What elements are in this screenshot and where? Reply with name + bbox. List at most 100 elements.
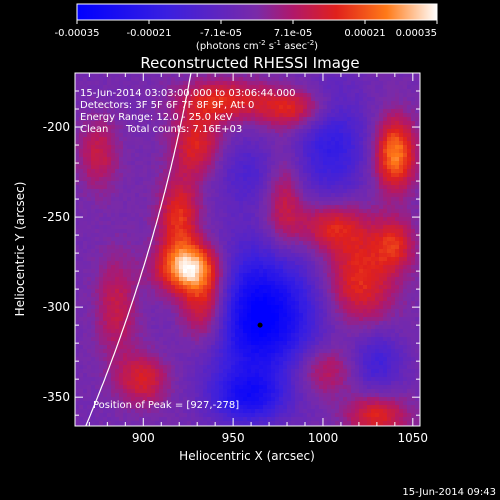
heatmap-cell <box>399 85 404 90</box>
heatmap-cell <box>131 261 136 266</box>
heatmap-cell <box>339 117 344 122</box>
heatmap-cell <box>379 185 384 190</box>
heatmap-cell <box>159 237 164 242</box>
heatmap-cell <box>407 181 412 186</box>
heatmap-cell <box>367 177 372 182</box>
heatmap-cell <box>259 253 264 258</box>
heatmap-cell <box>271 141 276 146</box>
heatmap-cell <box>227 193 232 198</box>
heatmap-cell <box>219 89 224 94</box>
heatmap-cell <box>299 205 304 210</box>
heatmap-cell <box>167 185 172 190</box>
heatmap-cell <box>163 165 168 170</box>
heatmap-cell <box>263 261 268 266</box>
heatmap-cell <box>339 133 344 138</box>
heatmap-cell <box>167 193 172 198</box>
heatmap-cell <box>127 97 132 102</box>
heatmap-cell <box>271 209 276 214</box>
heatmap-cell <box>295 81 300 86</box>
heatmap-cell <box>79 157 84 162</box>
heatmap-cell <box>299 85 304 90</box>
heatmap-cell <box>187 153 192 158</box>
heatmap-cell <box>323 293 328 298</box>
heatmap-cell <box>303 257 308 262</box>
heatmap-cell <box>395 77 400 82</box>
heatmap-cell <box>107 145 112 150</box>
heatmap-cell <box>251 237 256 242</box>
heatmap-cell <box>79 97 84 102</box>
heatmap-cell <box>415 77 420 82</box>
heatmap-cell <box>403 293 408 298</box>
heatmap-cell <box>371 201 376 206</box>
heatmap-cell <box>111 289 116 294</box>
heatmap-cell <box>191 93 196 98</box>
heatmap-cell <box>243 201 248 206</box>
heatmap-cell <box>143 73 148 78</box>
heatmap-cell <box>275 89 280 94</box>
heatmap-cell <box>387 285 392 290</box>
heatmap-cell <box>327 285 332 290</box>
heatmap-cell <box>179 161 184 166</box>
heatmap-cell <box>407 117 412 122</box>
heatmap-cell <box>231 177 236 182</box>
heatmap-cell <box>247 89 252 94</box>
heatmap-cell <box>319 249 324 254</box>
heatmap-cell <box>391 89 396 94</box>
heatmap-cell <box>179 173 184 178</box>
heatmap-cell <box>299 265 304 270</box>
heatmap-cell <box>171 121 176 126</box>
heatmap-cell <box>387 133 392 138</box>
heatmap-cell <box>123 257 128 262</box>
heatmap-cell <box>107 141 112 146</box>
heatmap-cell <box>299 113 304 118</box>
heatmap-cell <box>119 129 124 134</box>
heatmap-cell <box>211 193 216 198</box>
heatmap-cell <box>319 289 324 294</box>
heatmap-cell <box>299 249 304 254</box>
heatmap-cell <box>191 277 196 282</box>
heatmap-cell <box>135 169 140 174</box>
heatmap-cell <box>263 89 268 94</box>
heatmap-cell <box>135 173 140 178</box>
heatmap-cell <box>323 181 328 186</box>
heatmap-cell <box>267 293 272 298</box>
heatmap-cell <box>303 185 308 190</box>
heatmap-cell <box>191 233 196 238</box>
heatmap-cell <box>383 213 388 218</box>
heatmap-cell <box>259 77 264 82</box>
heatmap-cell <box>219 257 224 262</box>
heatmap-cell <box>355 197 360 202</box>
heatmap-cell <box>299 261 304 266</box>
heatmap-cell <box>211 93 216 98</box>
heatmap-cell <box>375 181 380 186</box>
heatmap-cell <box>415 201 420 206</box>
heatmap-cell <box>363 261 368 266</box>
heatmap-cell <box>187 129 192 134</box>
heatmap-cell <box>139 157 144 162</box>
heatmap-cell <box>131 81 136 86</box>
heatmap-cell <box>267 289 272 294</box>
heatmap-cell <box>171 85 176 90</box>
heatmap-cell <box>127 261 132 266</box>
heatmap-cell <box>295 77 300 82</box>
heatmap-cell <box>331 89 336 94</box>
heatmap-cell <box>219 77 224 82</box>
heatmap-cell <box>359 213 364 218</box>
heatmap-cell <box>275 221 280 226</box>
heatmap-cell <box>375 133 380 138</box>
heatmap-cell <box>383 233 388 238</box>
heatmap-cell <box>91 261 96 266</box>
heatmap-cell <box>351 241 356 246</box>
heatmap-cell <box>127 105 132 110</box>
heatmap-cell <box>247 77 252 82</box>
heatmap-cell <box>207 237 212 242</box>
heatmap-cell <box>339 149 344 154</box>
heatmap-cell <box>347 269 352 274</box>
heatmap-cell <box>287 249 292 254</box>
heatmap-cell <box>339 249 344 254</box>
heatmap-cell <box>187 197 192 202</box>
heatmap-cell <box>147 289 152 294</box>
heatmap-cell <box>311 149 316 154</box>
heatmap-cell <box>163 297 168 302</box>
heatmap-cell <box>163 77 168 82</box>
